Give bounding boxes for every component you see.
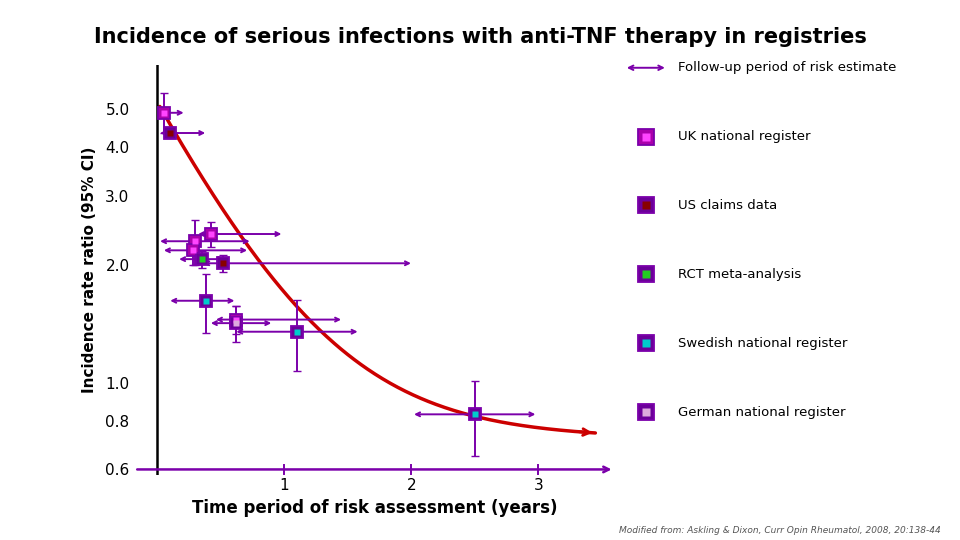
Text: RCT meta-analysis: RCT meta-analysis <box>678 268 801 281</box>
Y-axis label: Incidence rate ratio (95% CI): Incidence rate ratio (95% CI) <box>82 147 97 393</box>
Text: Follow-up period of risk estimate: Follow-up period of risk estimate <box>678 61 896 75</box>
Text: US claims data: US claims data <box>678 199 777 212</box>
Text: Incidence of serious infections with anti-TNF therapy in registries: Incidence of serious infections with ant… <box>93 27 867 47</box>
X-axis label: Time period of risk assessment (years): Time period of risk assessment (years) <box>192 498 557 517</box>
Text: German national register: German national register <box>678 406 845 419</box>
Text: Swedish national register: Swedish national register <box>678 336 847 350</box>
Text: Modified from: Askling & Dixon, Curr Opin Rheumatol, 2008, 20:138-44: Modified from: Askling & Dixon, Curr Opi… <box>619 525 941 535</box>
Text: UK national register: UK national register <box>678 130 810 143</box>
